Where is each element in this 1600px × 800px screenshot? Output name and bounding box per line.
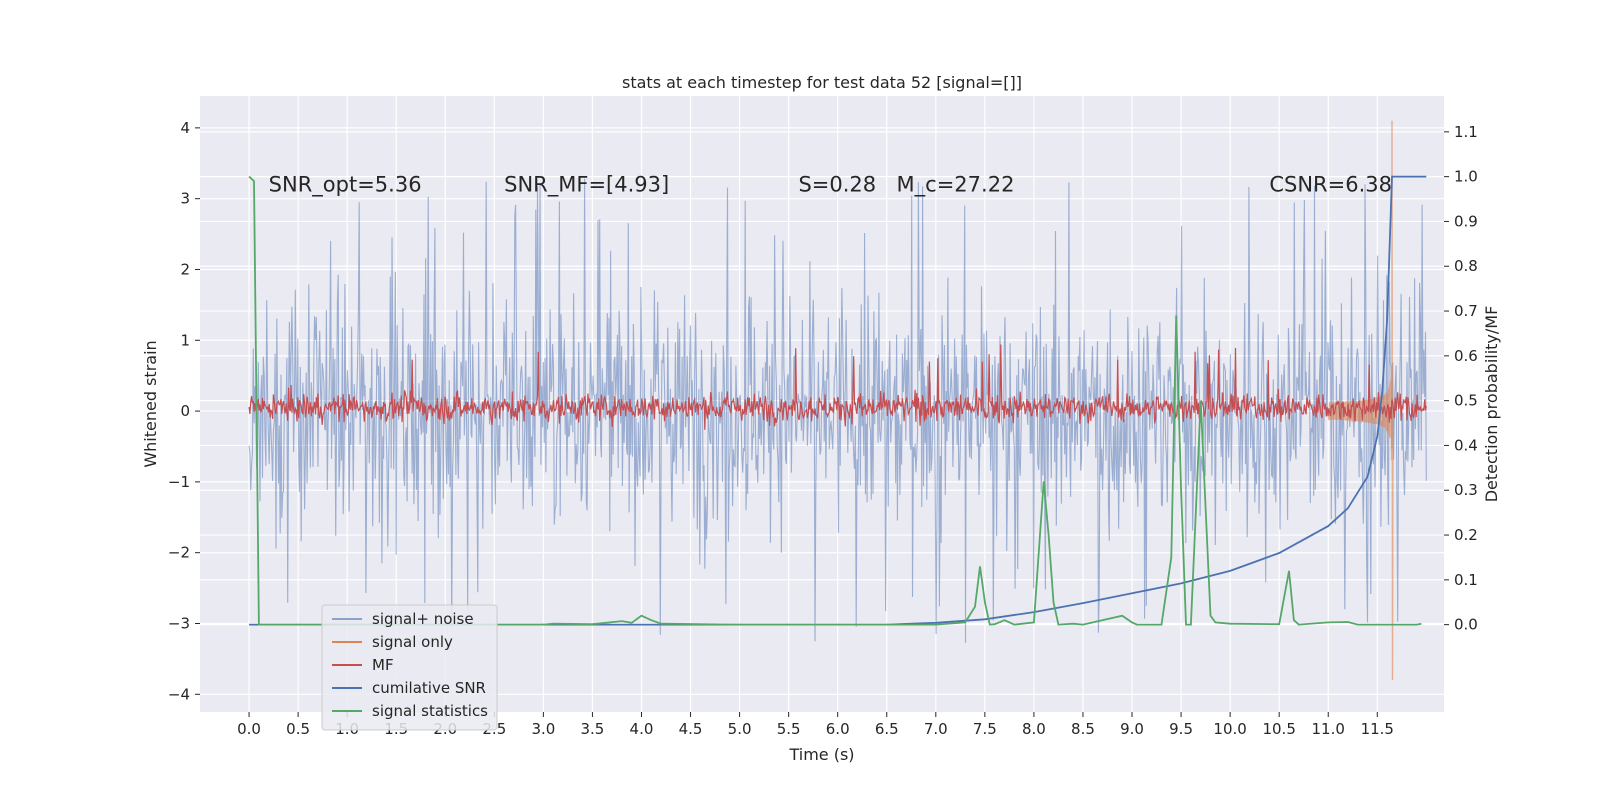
annotation-text: CSNR=6.38 — [1269, 173, 1392, 197]
x-tick-label: 10.0 — [1213, 720, 1246, 738]
x-tick-label: 0.5 — [286, 720, 310, 738]
y2-tick-label: 0.9 — [1454, 212, 1478, 230]
x-tick-label: 11.0 — [1312, 720, 1345, 738]
annotations: SNR_opt=5.36 SNR_MF=[4.93] S=0.28 M_c=27.22… — [269, 173, 1392, 198]
y2-tick-label: 0.8 — [1454, 257, 1478, 275]
y-tick-label: −2 — [168, 544, 190, 562]
x-axis-title: Time (s) — [788, 745, 854, 764]
legend-label: signal statistics — [372, 702, 488, 720]
y2-tick-label: 0.0 — [1454, 616, 1478, 634]
y-tick-label: 4 — [180, 119, 190, 137]
legend-box — [321, 604, 498, 731]
y-tick-label: 0 — [180, 402, 190, 420]
annotation-text: M_c=27.22 — [897, 173, 1015, 198]
x-tick-label: 3.0 — [531, 720, 555, 738]
x-tick-label: 3.5 — [580, 720, 604, 738]
series-cumilative-snr — [249, 175, 1427, 626]
legend-label: MF — [372, 656, 394, 674]
legend-label: cumilative SNR — [372, 679, 486, 697]
x-tick-label: 5.5 — [777, 720, 801, 738]
x-tick-label: 0.0 — [237, 720, 261, 738]
y2-tick-label: 0.5 — [1454, 392, 1478, 410]
y-tick-label: −3 — [168, 614, 190, 632]
y2-axis-title: Detection probability/MF — [1482, 306, 1501, 503]
legend-label: signal only — [372, 633, 453, 651]
y2-tick-label: 0.2 — [1454, 526, 1478, 544]
y2-tick-label: 0.1 — [1454, 571, 1478, 589]
series-signal-noise — [248, 178, 1427, 643]
annotation-text: SNR_opt=5.36 — [269, 173, 422, 198]
y-axis-title: Whitened strain — [141, 340, 160, 467]
x-tick-label: 9.5 — [1169, 720, 1193, 738]
y2-tick-label: 1.1 — [1454, 123, 1478, 141]
annotation-text: S=0.28 — [798, 173, 876, 197]
x-tick-label: 9.0 — [1120, 720, 1144, 738]
y-axis-left: 4 3 2 1 0 −1 −2 −3 −4 — [168, 119, 200, 703]
x-tick-label: 6.5 — [875, 720, 899, 738]
chart-title: stats at each timestep for test data 52 … — [622, 73, 1022, 92]
y-tick-label: 3 — [180, 190, 190, 208]
y2-tick-label: 0.4 — [1454, 436, 1478, 454]
annotation-text: SNR_MF=[4.93] — [504, 173, 669, 198]
legend-label: signal+ noise — [372, 610, 474, 628]
y2-tick-label: 0.6 — [1454, 347, 1478, 365]
x-tick-label: 8.5 — [1071, 720, 1095, 738]
series-signal-statistics — [248, 175, 1422, 626]
y-tick-label: 2 — [180, 260, 190, 278]
series-mf — [248, 344, 1427, 430]
y2-tick-label: 0.3 — [1454, 481, 1478, 499]
y-tick-label: −1 — [168, 473, 190, 491]
y-tick-label: 1 — [180, 331, 190, 349]
x-tick-label: 6.0 — [826, 720, 850, 738]
y-tick-label: −4 — [168, 685, 190, 703]
x-tick-label: 4.5 — [679, 720, 703, 738]
x-tick-label: 10.5 — [1262, 720, 1295, 738]
series-signal-only — [1327, 120, 1394, 681]
series-layer — [248, 120, 1427, 681]
x-tick-label: 7.5 — [973, 720, 997, 738]
x-tick-label: 7.0 — [924, 720, 948, 738]
y2-tick-label: 1.0 — [1454, 168, 1478, 186]
x-tick-label: 5.0 — [728, 720, 752, 738]
x-tick-label: 4.0 — [630, 720, 654, 738]
x-tick-label: 11.5 — [1361, 720, 1394, 738]
y-axis-right: 1.1 1.0 0.9 0.8 0.7 0.6 0.5 0.4 0.3 0.2 0.1 0.0 — [1444, 123, 1478, 634]
legend: signal+ noise signal only MF cumilative SNR… — [321, 604, 498, 731]
y2-tick-label: 0.7 — [1454, 302, 1478, 320]
x-tick-label: 8.0 — [1022, 720, 1046, 738]
x-axis: 0.00.51.01.52.02.53.03.54.04.55.05.56.06… — [237, 712, 1394, 738]
